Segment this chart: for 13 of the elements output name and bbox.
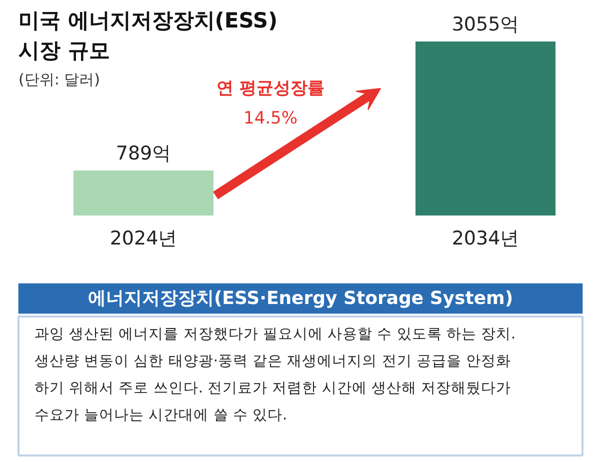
text: 에너지저장장치(ESS·Energy Storage System) (88, 288, 514, 309)
text: 과잉 생산된 에너지를 저장했다가 필요시에 사용할 수 있도록 하는 장치. (34, 326, 516, 342)
annotation: 14.5% (244, 108, 298, 128)
text: (단위: 달러) (18, 70, 100, 88)
data-label: 3055억 (452, 14, 520, 36)
x-tick-label: 2034년 (452, 228, 520, 250)
data-label: 789억 (116, 142, 172, 165)
annotation: 연 평균성장률 (216, 78, 324, 98)
text: 하기 위해서 주로 쓰인다. 전기료가 저렴한 시간에 생산해 저장해뒀다가 (34, 380, 511, 396)
chart-title: 미국 에너지저장장치(ESS) 시장 규모 (18, 8, 278, 62)
x-tick-label: 2024년 (110, 228, 178, 250)
text: 생산량 변동이 심한 태양광·풍력 같은 재생에너지의 전기 공급을 안정화 (34, 354, 511, 370)
text: 수요가 늘어나는 시간대에 쓸 수 있다. (34, 408, 288, 424)
